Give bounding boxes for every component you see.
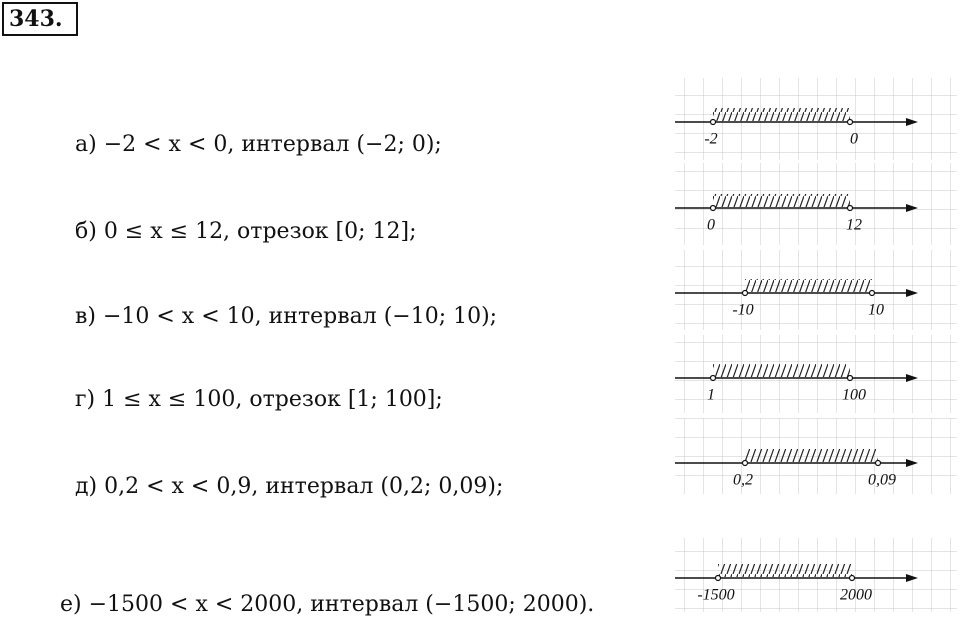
right-label: 10 — [868, 302, 884, 319]
item-text: е) −1500 < x < 2000, интервал (−1500; 20… — [60, 592, 594, 617]
item-text: г) 1 ≤ x ≤ 100, отрезок [1; 100]; — [75, 387, 443, 412]
hatch — [713, 108, 850, 121]
axis-arrow — [906, 374, 918, 382]
right-label: 12 — [846, 217, 862, 234]
point — [874, 459, 882, 467]
item-text: д) 0,2 < x < 0,9, интервал (0,2; 0,09); — [75, 474, 503, 499]
axis-arrow — [906, 574, 918, 582]
point — [709, 204, 717, 212]
axis-arrow — [906, 459, 918, 467]
point — [714, 574, 722, 582]
point — [741, 289, 749, 297]
left-label: -10 — [732, 302, 753, 319]
hatch — [718, 564, 852, 577]
item-text: а) −2 < x < 0, интервал (−2; 0); — [75, 132, 442, 157]
hatch — [713, 194, 850, 207]
hatch — [745, 279, 872, 292]
hatch — [745, 449, 878, 462]
point — [868, 289, 876, 297]
header-box — [2, 2, 78, 36]
point — [848, 574, 856, 582]
axis-arrow — [906, 289, 918, 297]
right-label: 2000 — [840, 587, 872, 604]
point — [846, 374, 854, 382]
item-text: в) −10 < x < 10, интервал (−10; 10); — [75, 304, 497, 329]
point — [709, 118, 717, 126]
point — [846, 204, 854, 212]
point — [846, 118, 854, 126]
axis-arrow — [906, 118, 918, 126]
hatch — [713, 364, 850, 377]
left-label: 0 — [707, 217, 715, 234]
point — [709, 374, 717, 382]
right-label: 0 — [850, 131, 858, 148]
point — [741, 459, 749, 467]
left-label: 1 — [707, 387, 715, 404]
axis-arrow — [906, 204, 918, 212]
left-label: -2 — [704, 131, 717, 148]
left-label: -1500 — [697, 587, 734, 604]
right-label: 0,09 — [868, 472, 896, 489]
problem-number: 343. — [9, 6, 63, 32]
right-label: 100 — [842, 387, 866, 404]
left-label: 0,2 — [733, 472, 753, 489]
item-text: б) 0 ≤ x ≤ 12, отрезок [0; 12]; — [75, 219, 417, 244]
